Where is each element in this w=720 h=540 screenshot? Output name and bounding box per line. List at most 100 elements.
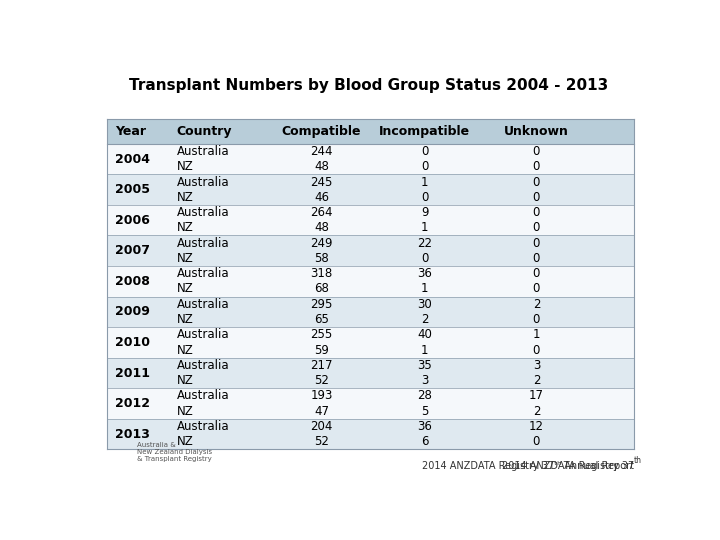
Text: 0: 0 — [421, 252, 428, 265]
Text: Australia: Australia — [176, 206, 229, 219]
Text: 204: 204 — [310, 420, 333, 433]
Text: 46: 46 — [314, 191, 329, 204]
Text: NZ: NZ — [176, 221, 193, 234]
Text: 2012: 2012 — [115, 397, 150, 410]
Text: Australia: Australia — [176, 145, 229, 158]
Text: 68: 68 — [314, 282, 329, 295]
Text: NZ: NZ — [176, 313, 193, 326]
Text: 3: 3 — [421, 374, 428, 387]
Bar — [107, 220, 634, 235]
Text: 295: 295 — [310, 298, 333, 310]
Text: 6: 6 — [421, 435, 428, 448]
Bar — [107, 281, 634, 296]
Text: 2011: 2011 — [115, 367, 150, 380]
Text: 3: 3 — [533, 359, 540, 372]
Bar — [107, 312, 634, 327]
Text: Australia: Australia — [176, 176, 229, 188]
Text: Australia: Australia — [176, 328, 229, 341]
Text: 36: 36 — [418, 420, 432, 433]
Text: 1: 1 — [533, 328, 540, 341]
Text: NZ: NZ — [176, 282, 193, 295]
Text: 17: 17 — [529, 389, 544, 402]
Text: 2014 ANZDATA Registry 37: 2014 ANZDATA Registry 37 — [502, 462, 634, 471]
Text: 0: 0 — [421, 145, 428, 158]
Text: 0: 0 — [421, 160, 428, 173]
Text: 35: 35 — [418, 359, 432, 372]
Bar — [107, 296, 634, 312]
Text: Australia: Australia — [176, 389, 229, 402]
Text: NZ: NZ — [176, 343, 193, 356]
Text: 255: 255 — [310, 328, 333, 341]
Text: 52: 52 — [314, 374, 329, 387]
Text: 12: 12 — [529, 420, 544, 433]
Bar — [107, 266, 634, 281]
Text: Incompatible: Incompatible — [379, 125, 470, 138]
Text: 1: 1 — [421, 221, 428, 234]
Bar — [107, 373, 634, 388]
Bar — [107, 357, 634, 373]
Text: 65: 65 — [314, 313, 329, 326]
Text: 22: 22 — [418, 237, 432, 249]
Bar — [107, 403, 634, 419]
Text: 318: 318 — [310, 267, 333, 280]
Text: 52: 52 — [314, 435, 329, 448]
Text: 193: 193 — [310, 389, 333, 402]
Bar — [107, 190, 634, 205]
Text: 48: 48 — [314, 160, 329, 173]
Text: NZ: NZ — [176, 160, 193, 173]
Text: 1: 1 — [421, 282, 428, 295]
Text: 2: 2 — [533, 404, 540, 418]
Text: 2013: 2013 — [115, 428, 150, 441]
Text: 244: 244 — [310, 145, 333, 158]
Text: 40: 40 — [418, 328, 432, 341]
Text: Year: Year — [115, 125, 146, 138]
Text: 0: 0 — [533, 191, 540, 204]
Text: Australia: Australia — [176, 298, 229, 310]
Text: NZ: NZ — [176, 404, 193, 418]
Bar — [107, 174, 634, 190]
Bar — [107, 235, 634, 251]
Text: 0: 0 — [533, 282, 540, 295]
Bar — [107, 119, 634, 144]
Text: NZ: NZ — [176, 191, 193, 204]
Text: 0: 0 — [533, 176, 540, 188]
Text: 2006: 2006 — [115, 214, 150, 227]
Text: 2008: 2008 — [115, 275, 150, 288]
Text: 2007: 2007 — [115, 244, 150, 257]
Text: 0: 0 — [533, 145, 540, 158]
Bar — [107, 342, 634, 357]
Text: 264: 264 — [310, 206, 333, 219]
Bar — [107, 327, 634, 342]
Text: 1: 1 — [421, 343, 428, 356]
Text: 5: 5 — [421, 404, 428, 418]
Text: Australia: Australia — [176, 359, 229, 372]
Text: 0: 0 — [533, 221, 540, 234]
Text: 2010: 2010 — [115, 336, 150, 349]
Text: th: th — [634, 456, 642, 465]
Text: 1: 1 — [421, 176, 428, 188]
Text: Australia: Australia — [176, 237, 229, 249]
Bar — [107, 419, 634, 434]
Text: 47: 47 — [314, 404, 329, 418]
Text: 2: 2 — [533, 374, 540, 387]
Text: 58: 58 — [314, 252, 329, 265]
Text: Compatible: Compatible — [282, 125, 361, 138]
Text: 9: 9 — [421, 206, 428, 219]
Text: 0: 0 — [533, 267, 540, 280]
Text: 0: 0 — [533, 252, 540, 265]
Text: 0: 0 — [533, 237, 540, 249]
Text: NZ: NZ — [176, 435, 193, 448]
Text: Unknown: Unknown — [504, 125, 569, 138]
Text: 2: 2 — [421, 313, 428, 326]
Text: 2005: 2005 — [115, 183, 150, 196]
Text: 0: 0 — [533, 313, 540, 326]
Bar — [107, 159, 634, 174]
Text: 30: 30 — [418, 298, 432, 310]
Bar — [107, 144, 634, 159]
Bar — [107, 388, 634, 403]
Text: 2004: 2004 — [115, 153, 150, 166]
Text: Transplant Numbers by Blood Group Status 2004 - 2013: Transplant Numbers by Blood Group Status… — [130, 78, 608, 93]
Text: 48: 48 — [314, 221, 329, 234]
Bar — [107, 205, 634, 220]
Text: 2009: 2009 — [115, 306, 150, 319]
